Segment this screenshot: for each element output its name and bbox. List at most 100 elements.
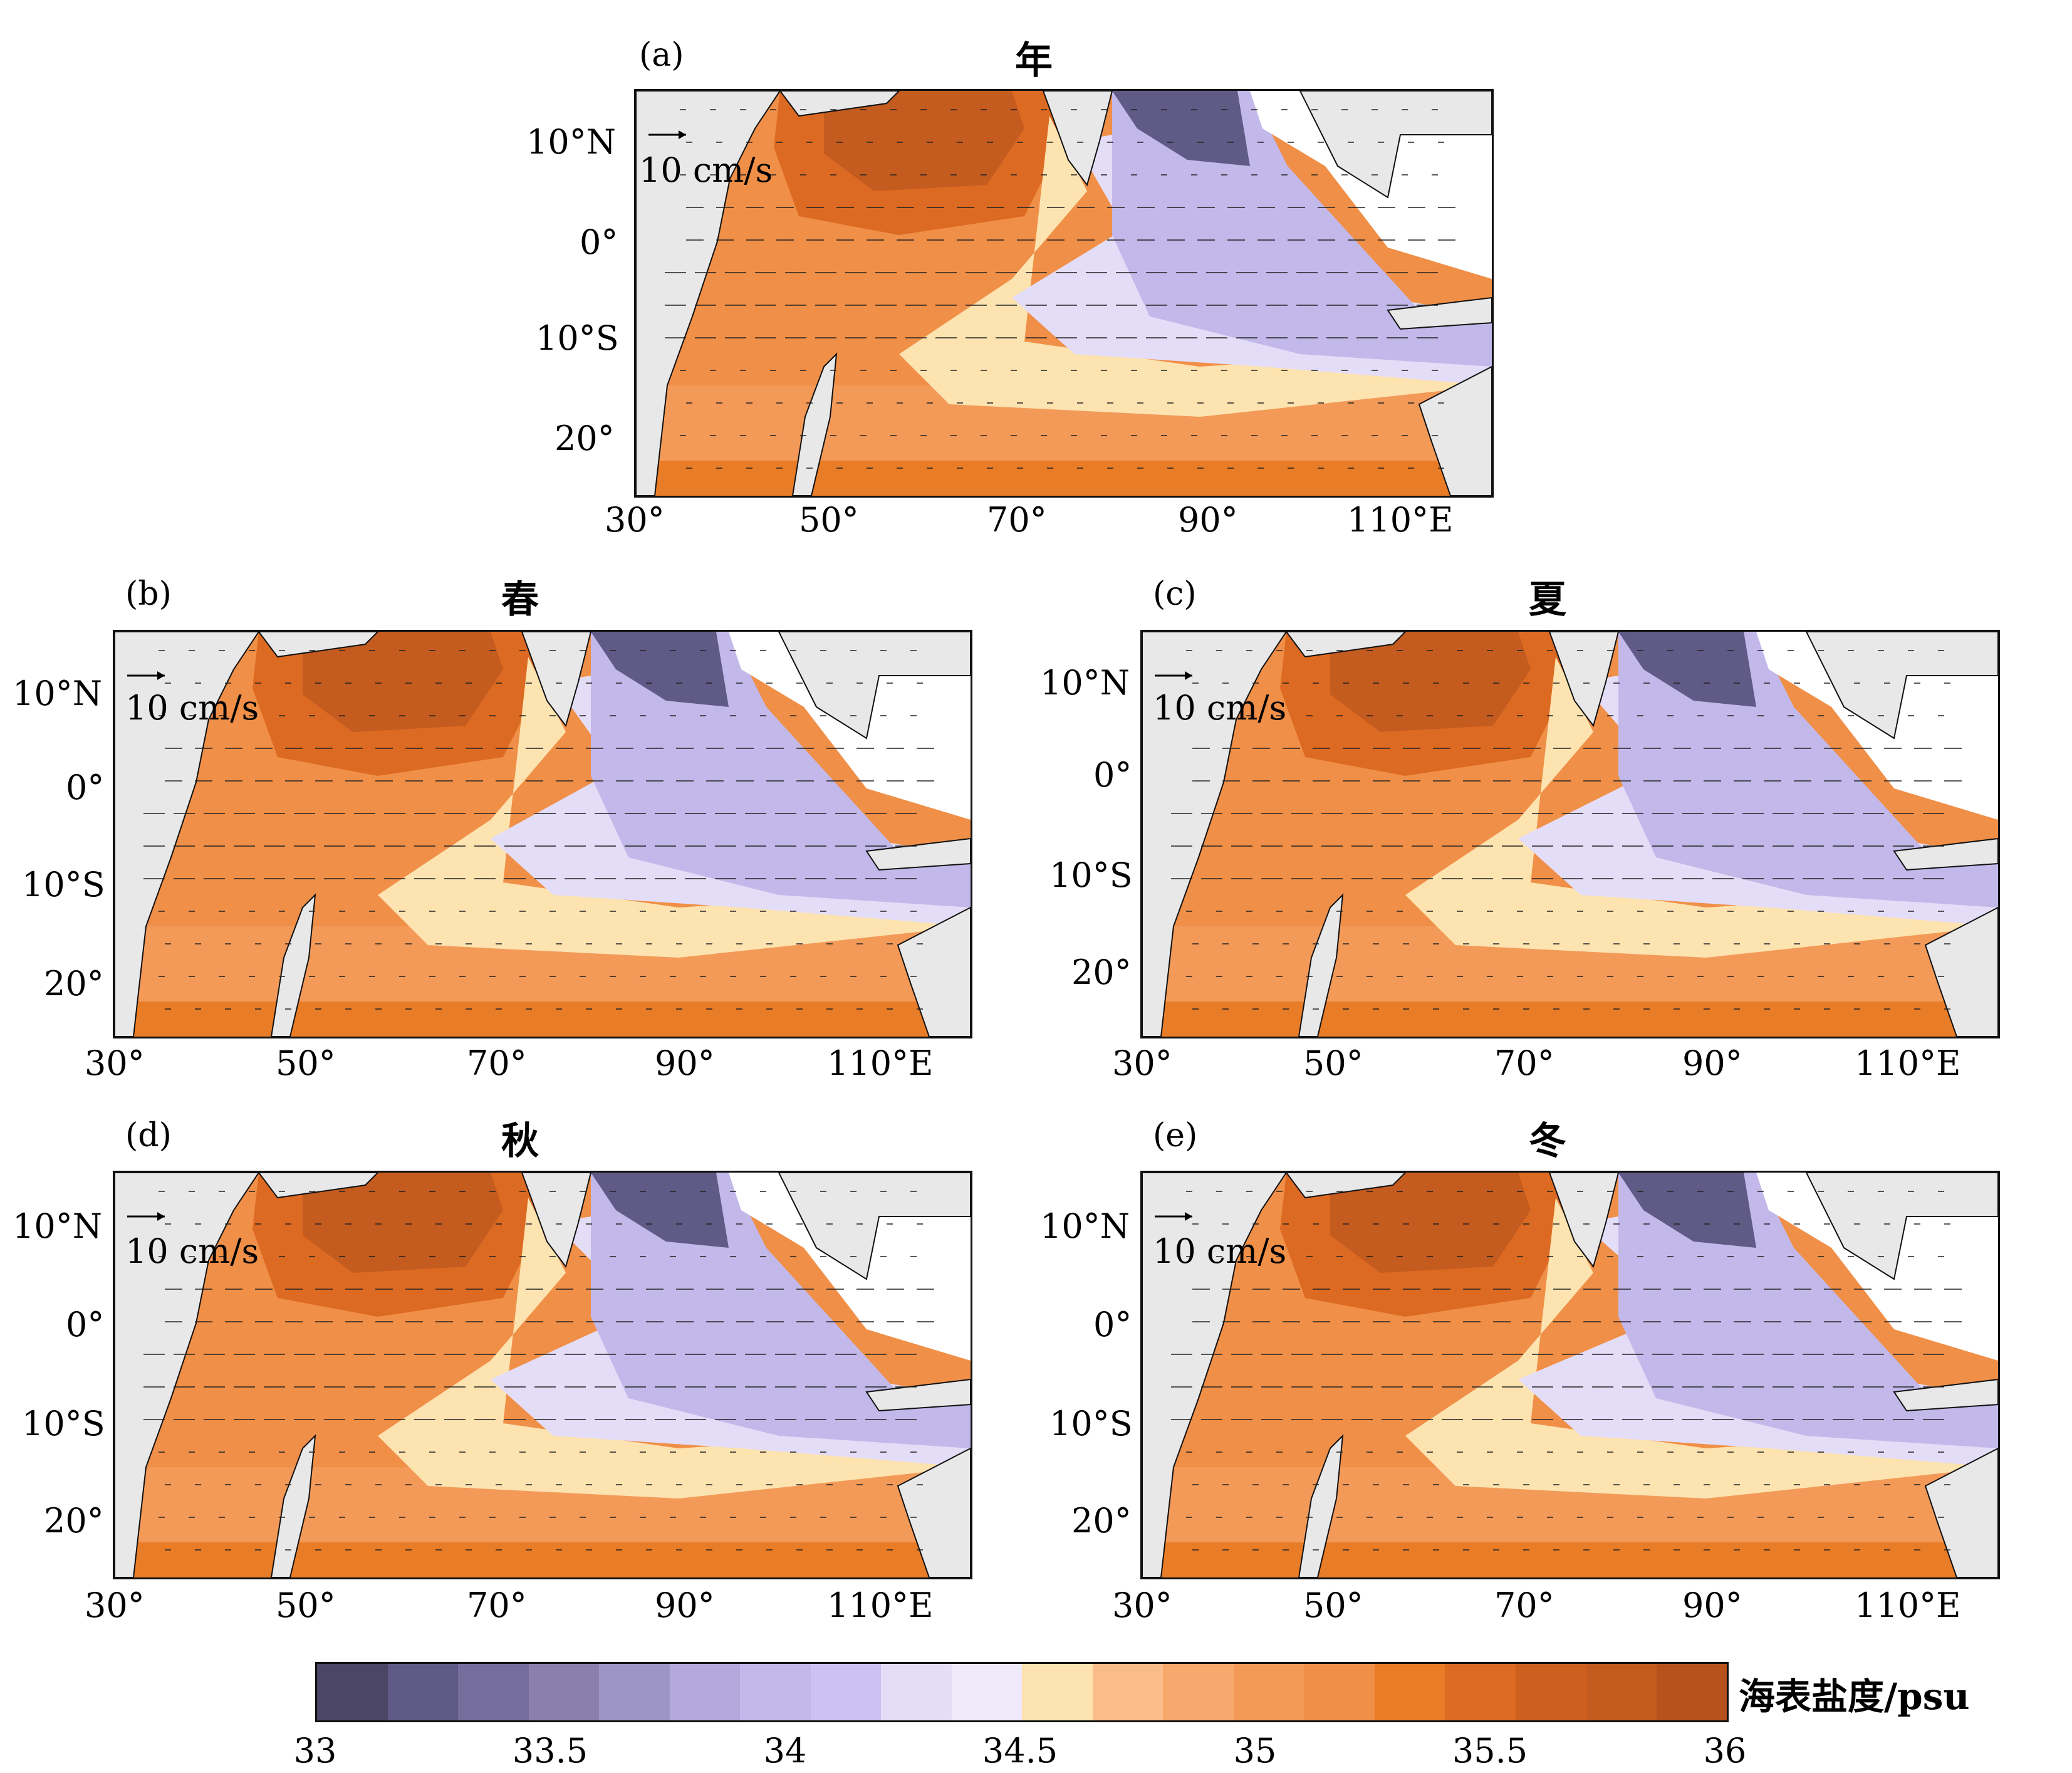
- australia-land: [1418, 365, 1492, 496]
- lon-tick: 110°E: [1347, 500, 1454, 540]
- lat-tick: 10°N: [1040, 663, 1130, 703]
- lon-tick: 110°E: [1855, 1043, 1961, 1083]
- africa-land: [1142, 1173, 1288, 1577]
- lat-tick: 10°N: [1040, 1206, 1130, 1246]
- colorbar-cell: [1586, 1664, 1657, 1720]
- reference-vector-label: 10 cm/s: [125, 688, 259, 728]
- low-salinity-region: [1618, 632, 1756, 707]
- reference-vector-label: 10 cm/s: [1153, 1232, 1287, 1271]
- low-salinity-region: [591, 1173, 729, 1248]
- current-vectors: [1171, 1191, 1962, 1551]
- salinity-map: [115, 632, 971, 1037]
- salinity-map: [1142, 1173, 1998, 1577]
- colorbar-tick: 33: [293, 1731, 337, 1770]
- africa-land: [115, 632, 260, 1037]
- lat-tick: 20°: [1071, 1501, 1132, 1540]
- lat-tick: 10°N: [13, 674, 102, 713]
- madagascar-land: [791, 352, 838, 496]
- reference-arrowhead: [679, 130, 686, 139]
- colorbar-cell: [1656, 1664, 1727, 1720]
- lat-tick: 20°: [44, 1501, 104, 1540]
- lon-tick: 110°E: [1855, 1586, 1961, 1625]
- colorbar-tick: 36: [1703, 1731, 1747, 1770]
- colorbar-cell: [951, 1664, 1022, 1720]
- java-land: [1893, 1378, 1998, 1412]
- lat-tick: 10°S: [536, 318, 619, 358]
- colorbar-tick: 35: [1233, 1731, 1277, 1770]
- lat-tick: 10°N: [526, 122, 616, 162]
- salinity-band: [1142, 1542, 1998, 1577]
- lon-tick: 50°: [276, 1043, 336, 1083]
- colorbar-cell: [1445, 1664, 1516, 1720]
- salinity-band: [1142, 1002, 1998, 1037]
- colorbar-cell: [669, 1664, 740, 1720]
- reference-vector-label: 10 cm/s: [1153, 688, 1287, 728]
- australia-land: [1924, 906, 1998, 1037]
- reference-vector-label: 10 cm/s: [125, 1232, 259, 1271]
- lat-tick: 10°S: [1049, 855, 1133, 895]
- lon-tick: 50°: [276, 1586, 336, 1625]
- map-plot: [113, 1171, 972, 1579]
- colorbar-title: 海表盐度/psu: [1739, 1675, 1970, 1718]
- lon-tick: 30°: [1112, 1586, 1172, 1625]
- india-land: [521, 1173, 592, 1268]
- lat-tick: 10°S: [22, 865, 105, 904]
- lon-tick: 70°: [467, 1586, 527, 1625]
- lon-tick: 70°: [467, 1043, 527, 1083]
- map-plot: [113, 630, 972, 1038]
- arabia-land: [258, 1173, 379, 1199]
- lon-tick: 90°: [1682, 1586, 1742, 1625]
- salinity-band: [636, 461, 1492, 496]
- lat-tick: 0°: [580, 222, 618, 262]
- lon-tick: 50°: [1303, 1586, 1363, 1625]
- current-vectors: [143, 650, 934, 1010]
- lon-tick: 70°: [987, 500, 1047, 540]
- colorbar-cell: [1374, 1664, 1445, 1720]
- lon-tick: 30°: [85, 1586, 145, 1625]
- lat-tick: 20°: [1071, 953, 1132, 992]
- lat-tick: 0°: [1093, 755, 1132, 795]
- lon-tick: 30°: [85, 1043, 145, 1083]
- lat-tick: 10°N: [13, 1206, 102, 1246]
- salinity-band: [115, 1002, 971, 1037]
- madagascar-land: [1298, 893, 1344, 1037]
- reference-arrowhead: [157, 1212, 165, 1221]
- low-salinity-region: [1112, 91, 1250, 166]
- colorbar-cell: [1022, 1664, 1093, 1720]
- panel-label: (b): [125, 575, 172, 613]
- lon-tick: 30°: [605, 500, 665, 540]
- india-land: [521, 632, 592, 728]
- southeast-asia-land: [778, 632, 971, 740]
- java-land: [1387, 296, 1492, 330]
- colorbar-tick: 34.5: [982, 1731, 1058, 1770]
- java-land: [1893, 837, 1998, 871]
- salinity-map: [115, 1173, 971, 1577]
- lon-tick: 90°: [655, 1586, 715, 1625]
- india-land: [1042, 91, 1113, 187]
- india-land: [1548, 1173, 1620, 1268]
- high-salinity-region: [1330, 632, 1531, 732]
- madagascar-land: [1298, 1434, 1344, 1577]
- salinity-map: [636, 91, 1492, 496]
- africa-land: [1142, 632, 1288, 1037]
- lon-tick: 70°: [1494, 1043, 1554, 1083]
- colorbar-cell: [528, 1664, 599, 1720]
- arabia-land: [1285, 632, 1407, 658]
- reference-arrowhead: [1185, 1212, 1192, 1221]
- arabia-land: [1285, 1173, 1407, 1199]
- colorbar-cell: [1515, 1664, 1586, 1720]
- salinity-map: [1142, 632, 1998, 1037]
- southeast-asia-land: [1805, 632, 1998, 740]
- lat-tick: 10°S: [1049, 1404, 1133, 1443]
- panel-label: (c): [1153, 575, 1197, 613]
- lat-tick: 0°: [66, 768, 105, 807]
- colorbar-tick: 33.5: [512, 1731, 588, 1770]
- australia-land: [1924, 1447, 1998, 1577]
- india-land: [1548, 632, 1620, 728]
- southeast-asia-land: [1299, 91, 1492, 199]
- lon-tick: 90°: [1682, 1043, 1742, 1083]
- southeast-asia-land: [1805, 1173, 1998, 1280]
- transition-zone: [1405, 657, 1998, 958]
- colorbar: [315, 1662, 1729, 1722]
- current-vectors: [665, 109, 1455, 469]
